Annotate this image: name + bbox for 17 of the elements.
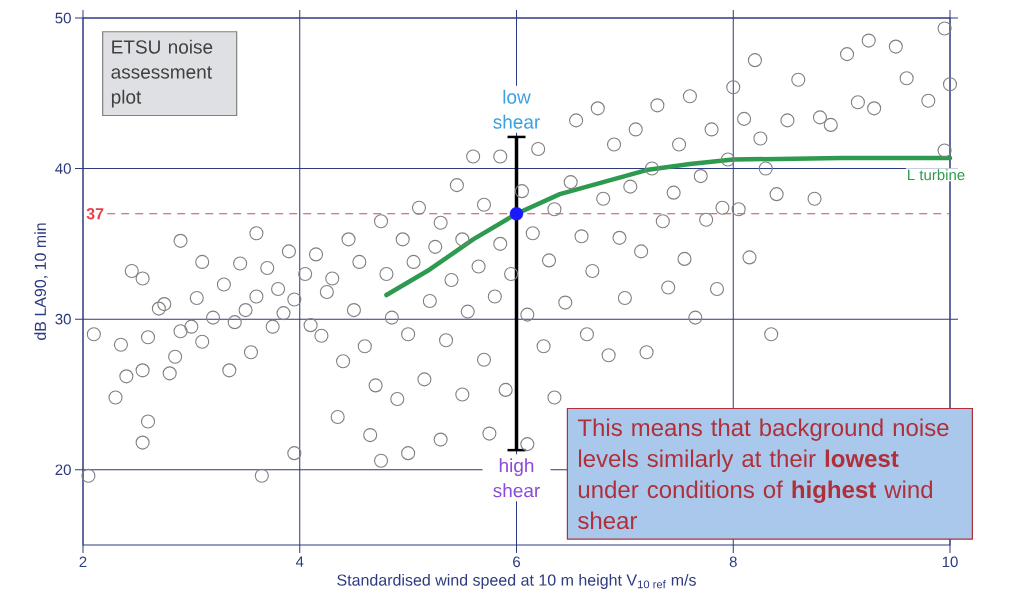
x-tick-label: 6 (513, 556, 521, 568)
x-tick-label: 4 (295, 556, 304, 567)
x-tick-label: 8 (729, 556, 737, 568)
text: This means that background noise levels similarly at their lowest under conditions of highest wind shear (577, 418, 949, 530)
ref-line-label: 37 (86, 208, 104, 220)
y-tick-label: 30 (55, 313, 71, 325)
y-tick-label: 20 (55, 464, 71, 476)
x-tick-label: 10 (942, 556, 958, 568)
series-label: L turbine (908, 169, 965, 181)
y-axis-title: dB LA90, 10 min (34, 223, 48, 340)
x-tick-label: 2 (79, 556, 87, 568)
x-axis-title: Standardised wind speed at 10 m height V$_{10 ref}$ m/s (337, 574, 696, 589)
annotation: ETSU noise assessment plot (111, 39, 213, 108)
y-tick-label: 40 (55, 163, 71, 174)
y-tick-label: 50 (55, 12, 71, 24)
annotation: high shear (493, 458, 540, 498)
annotation: low shear (493, 89, 540, 129)
